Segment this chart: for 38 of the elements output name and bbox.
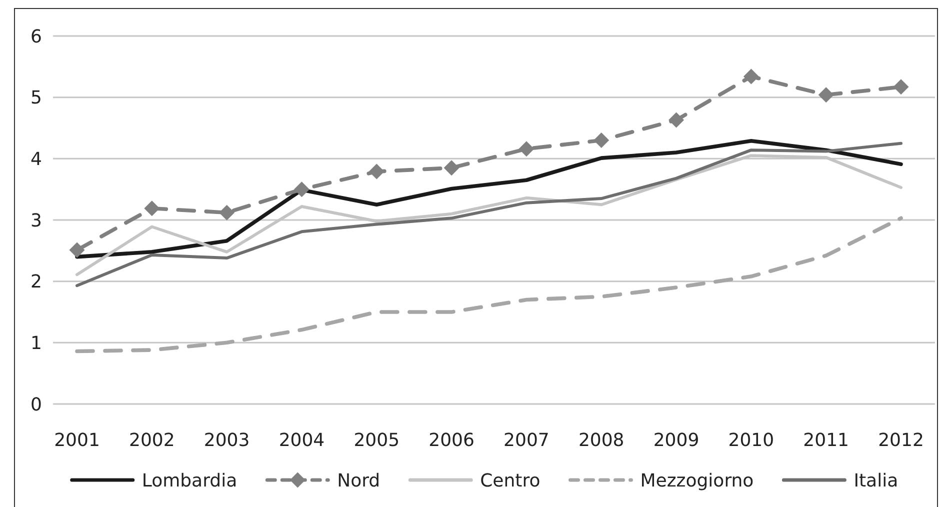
point [144, 200, 160, 216]
point [219, 204, 235, 220]
y-tick-label: 3 [30, 210, 42, 232]
point [368, 164, 384, 180]
point [444, 160, 460, 176]
x-tick-label: 2009 [653, 430, 700, 451]
x-tick-label: 2011 [803, 430, 849, 451]
y-tick-label: 0 [30, 394, 42, 416]
legend-label: Italia [854, 470, 898, 492]
legend-label: Lombardia [142, 470, 238, 492]
legend-label: Nord [337, 470, 380, 492]
y-tick-label: 1 [30, 332, 42, 354]
y-tick-label: 5 [30, 88, 42, 109]
point [69, 242, 85, 258]
y-tick-label: 4 [30, 148, 42, 170]
legend-label: Centro [480, 470, 540, 492]
x-tick-label: 2005 [354, 430, 400, 451]
x-tick-label: 2004 [278, 430, 325, 451]
point [668, 112, 684, 128]
point [893, 79, 909, 95]
y-tick-label: 2 [30, 272, 42, 293]
x-tick-label: 2010 [728, 430, 774, 451]
x-tick-label: 2008 [578, 430, 624, 451]
point [743, 68, 759, 84]
x-tick-label: 2006 [428, 430, 474, 451]
y-tick-label: 6 [30, 26, 42, 48]
point [594, 132, 610, 148]
point [518, 141, 534, 157]
point [818, 87, 834, 103]
line-series [75, 216, 903, 354]
line-series [76, 142, 902, 288]
x-tick-label: 2007 [504, 430, 550, 451]
x-tick-label: 2002 [129, 430, 175, 451]
x-tick-label: 2003 [204, 430, 250, 451]
x-tick-label: 2001 [54, 430, 100, 451]
x-tick-label: 2012 [878, 430, 924, 451]
legend-label: Mezzogiorno [640, 470, 754, 492]
point [294, 182, 310, 198]
